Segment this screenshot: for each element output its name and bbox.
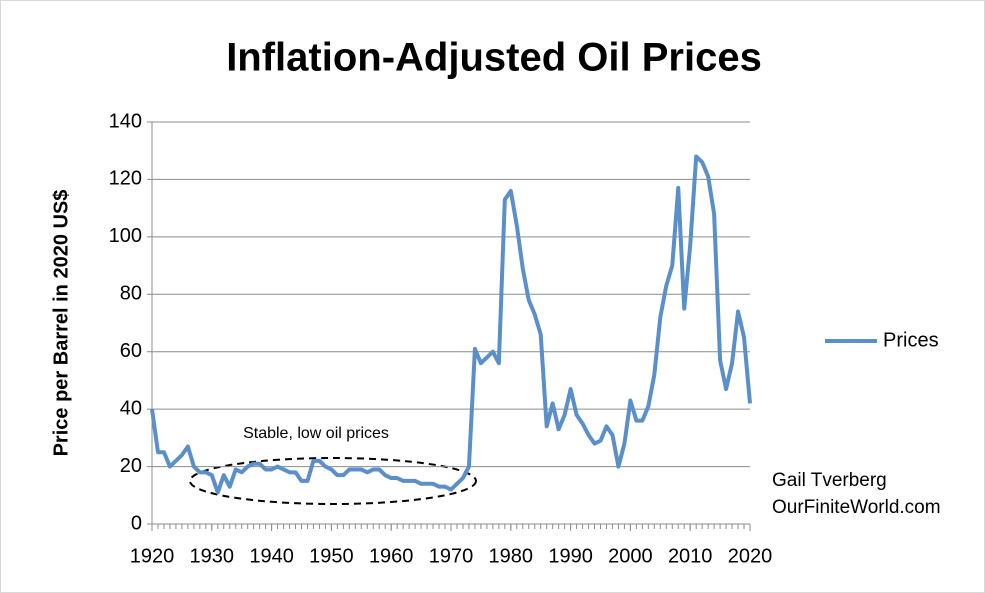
y-tick-label: 120 <box>109 168 142 190</box>
credit: OurFiniteWorld.com <box>772 497 941 518</box>
y-tick-label: 140 <box>109 110 142 132</box>
y-tick-label: 100 <box>109 225 142 247</box>
y-tick-label: 60 <box>120 340 142 362</box>
y-tick-label: 20 <box>120 455 142 477</box>
x-tick-label: 1970 <box>429 545 474 567</box>
y-tick-label: 40 <box>120 397 142 419</box>
x-tick-label: 2010 <box>668 545 713 567</box>
x-tick-label: 1980 <box>489 545 534 567</box>
x-tick-label: 1930 <box>190 545 235 567</box>
x-tick-label: 1950 <box>309 545 354 567</box>
x-tick-label: 1940 <box>249 545 294 567</box>
x-tick-label: 1920 <box>130 545 175 567</box>
x-tick-label: 1990 <box>548 545 593 567</box>
x-tick-label: 2000 <box>608 545 653 567</box>
y-tick-label: 0 <box>131 512 142 534</box>
y-axis-label: Price per Barrel in 2020 US$ <box>50 190 72 457</box>
x-tick-label: 1960 <box>369 545 414 567</box>
chart-title: Inflation-Adjusted Oil Prices <box>226 36 762 80</box>
x-tick-label: 2020 <box>728 545 773 567</box>
line-series <box>150 154 752 495</box>
highlight-ellipse <box>189 457 477 505</box>
legend-label: Prices <box>883 329 939 351</box>
credit: Gail Tverberg <box>772 470 887 491</box>
y-tick-label: 80 <box>120 283 142 305</box>
annotation: Stable, low oil prices <box>243 425 389 442</box>
